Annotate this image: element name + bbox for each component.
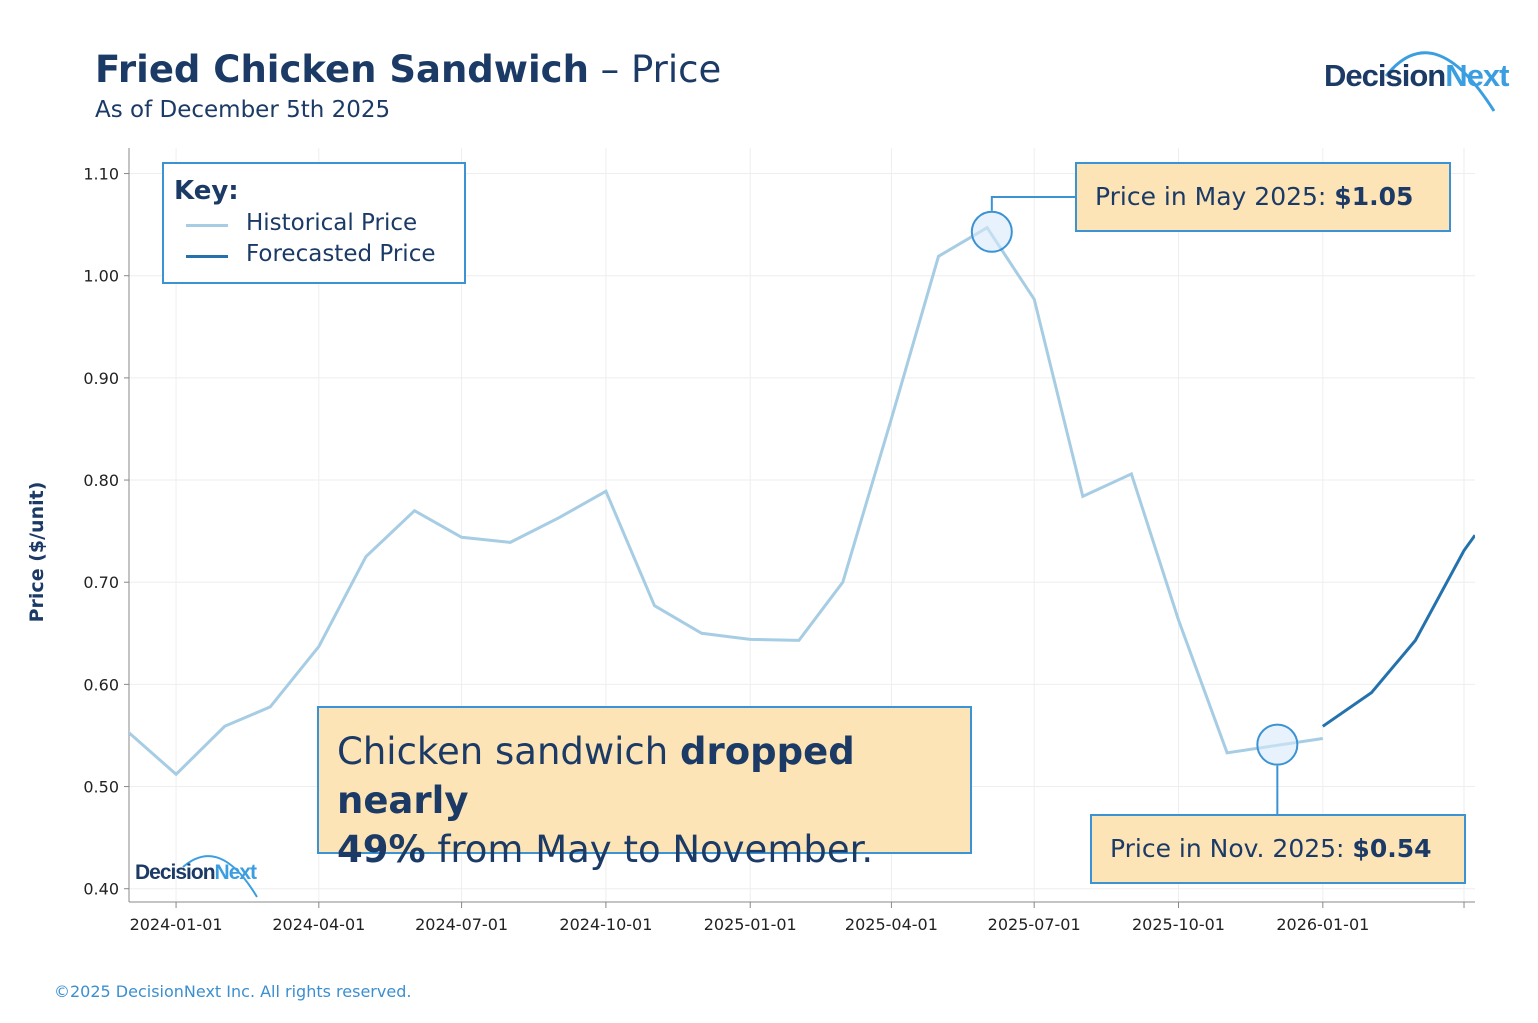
y-tick-label: 0.50 [83,778,119,797]
legend: Key: Historical Price Forecasted Price [162,162,466,284]
annotation-may-2025: Price in May 2025: $1.05 [1075,162,1451,232]
page-subtitle: As of December 5th 2025 [95,97,391,123]
legend-swatch-forecast [186,255,228,258]
y-tick-label: 0.90 [83,369,119,388]
x-tick-label: 2026-01-01 [1276,915,1369,934]
y-tick-label: 1.10 [83,165,119,184]
historical-price-line [129,225,1324,777]
y-tick-label: 0.40 [83,880,119,899]
insight-callout: Chicken sandwich dropped nearly 49% from … [317,706,972,871]
x-tick-label: 2025-10-01 [1132,915,1225,934]
y-tick-label: 0.60 [83,675,119,694]
x-tick-label: 2025-07-01 [988,915,1081,934]
x-tick-label: 2024-04-01 [272,915,365,934]
watermark-logo: DecisionNext [135,845,265,900]
annotation-marker [1256,723,1299,766]
y-tick-label: 0.80 [83,471,119,490]
annotation-nov-2025: Price in Nov. 2025: $0.54 [1090,814,1466,884]
legend-entry-historical: Historical Price [246,210,418,236]
y-tick-label: 0.70 [83,573,119,592]
legend-swatch-historical [186,224,228,227]
x-tick-label: 2024-10-01 [559,915,652,934]
annotation-leader [990,196,1075,211]
logo: DecisionNext [1324,36,1509,116]
copyright: ©2025 DecisionNext Inc. All rights reser… [54,982,412,1001]
legend-entry-forecast: Forecasted Price [246,241,436,267]
y-axis-label: Price ($/unit) [26,482,48,623]
y-tick-label: 1.00 [83,267,119,286]
x-tick-label: 2024-07-01 [415,915,508,934]
annotation-marker [970,210,1013,253]
x-tick-label: 2024-01-01 [130,915,223,934]
legend-title: Key: [174,176,239,206]
page-title: Fried Chicken Sandwich – Price [95,48,722,91]
x-tick-label: 2025-01-01 [704,915,797,934]
forecast-price-line [1321,534,1475,728]
x-tick-label: 2025-04-01 [845,915,938,934]
